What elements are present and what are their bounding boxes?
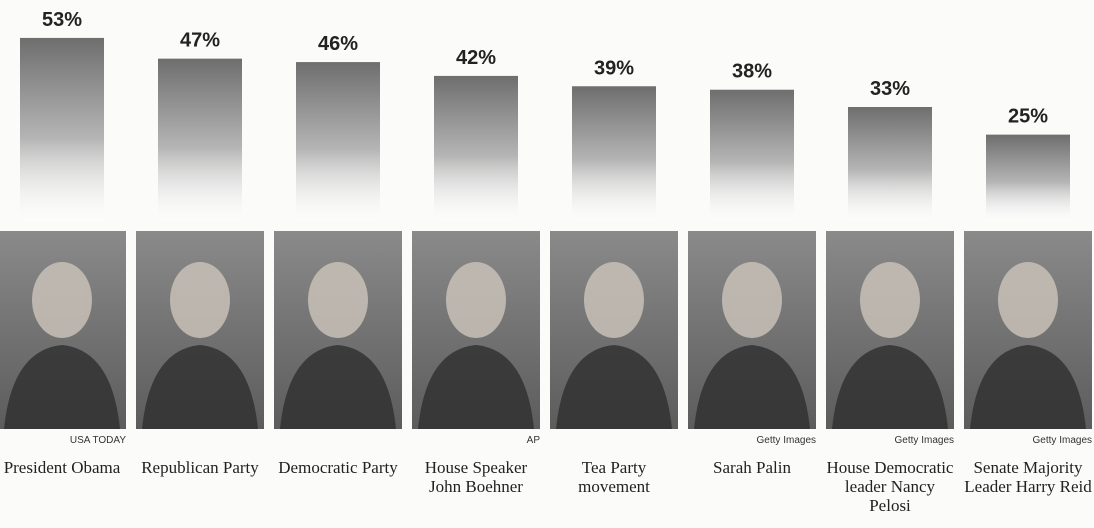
photo-credit: Getty Images xyxy=(895,435,954,446)
photo-body xyxy=(556,345,672,429)
photo-credit: Getty Images xyxy=(1033,435,1092,446)
photo-head xyxy=(446,262,506,338)
photo-head xyxy=(860,262,920,338)
photo-head xyxy=(584,262,644,338)
photo xyxy=(550,231,678,429)
category-label: Senate Majority Leader Harry Reid xyxy=(964,458,1092,496)
category-label: President Obama xyxy=(3,458,121,477)
bar xyxy=(986,134,1070,221)
value-label: 25% xyxy=(1008,106,1048,128)
photo-head xyxy=(722,262,782,338)
bar xyxy=(572,86,656,221)
photo xyxy=(688,231,816,429)
photo-credit: Getty Images xyxy=(757,435,816,446)
photo-head xyxy=(308,262,368,338)
bar xyxy=(434,75,518,221)
bar xyxy=(20,37,104,222)
category-label: House Democratic leader Nancy Pelosi xyxy=(826,458,954,515)
value-label: 38% xyxy=(732,61,772,83)
photo-credit: AP xyxy=(527,435,541,446)
category-label: Sarah Palin xyxy=(713,458,791,477)
photo xyxy=(826,231,954,429)
category-label: Tea Party movement xyxy=(578,458,650,496)
photo xyxy=(412,231,540,429)
category-label: Republican Party xyxy=(141,458,259,477)
value-label: 42% xyxy=(456,47,496,69)
photo xyxy=(0,231,126,429)
photo-body xyxy=(418,345,534,429)
photo xyxy=(136,231,264,429)
category-label: Democratic Party xyxy=(278,458,398,477)
photo xyxy=(274,231,402,429)
photo-body xyxy=(280,345,396,429)
value-label: 47% xyxy=(180,30,220,52)
bar xyxy=(296,62,380,221)
photo-body xyxy=(970,345,1086,429)
bar xyxy=(848,107,932,221)
value-label: 33% xyxy=(870,78,910,100)
value-label: 39% xyxy=(594,57,634,79)
bar xyxy=(710,89,794,222)
bar xyxy=(158,58,242,221)
photo-body xyxy=(832,345,948,429)
photo-body xyxy=(4,345,120,429)
category-label: House Speaker John Boehner xyxy=(424,458,528,496)
value-label: 53% xyxy=(42,9,82,31)
value-label: 46% xyxy=(318,33,358,55)
photo-body xyxy=(142,345,258,429)
photo-body xyxy=(694,345,810,429)
photo-credit: USA TODAY xyxy=(70,435,126,446)
photo xyxy=(964,231,1092,429)
photo-head xyxy=(170,262,230,338)
photo-head xyxy=(32,262,92,338)
photo-head xyxy=(998,262,1058,338)
